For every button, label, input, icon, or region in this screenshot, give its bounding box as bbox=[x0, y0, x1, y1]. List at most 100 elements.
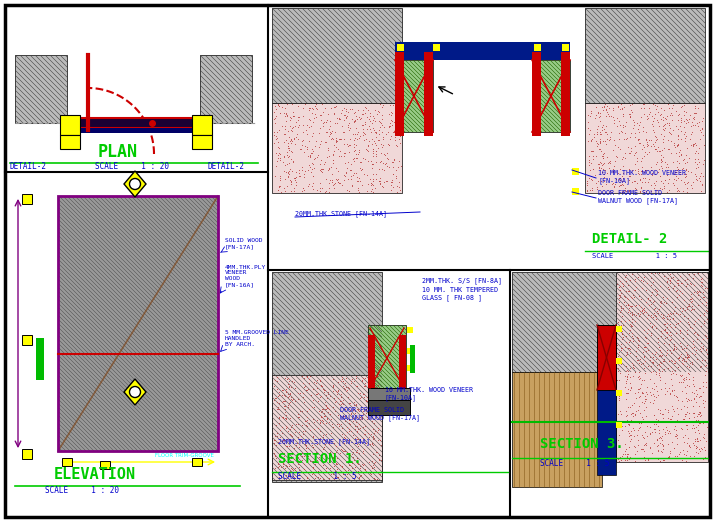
Point bbox=[629, 410, 641, 418]
Point bbox=[621, 300, 632, 309]
Point bbox=[642, 114, 654, 123]
Point bbox=[693, 291, 704, 299]
Point bbox=[661, 170, 672, 179]
Point bbox=[684, 111, 696, 120]
Point bbox=[626, 409, 638, 417]
Point bbox=[337, 412, 349, 420]
Point bbox=[690, 147, 701, 156]
Point bbox=[338, 384, 350, 392]
Point bbox=[282, 401, 294, 409]
Point bbox=[285, 390, 296, 398]
Point bbox=[682, 395, 694, 403]
Text: [FN-10A]: [FN-10A] bbox=[385, 394, 417, 401]
Point bbox=[682, 353, 694, 361]
Point bbox=[358, 125, 369, 133]
Point bbox=[663, 384, 674, 392]
Point bbox=[306, 145, 317, 153]
Point bbox=[307, 470, 318, 478]
Point bbox=[319, 385, 330, 394]
Point bbox=[296, 407, 307, 415]
Point bbox=[608, 136, 620, 145]
Point bbox=[681, 397, 693, 405]
Point bbox=[337, 470, 349, 479]
Point bbox=[345, 377, 356, 385]
Point bbox=[668, 314, 679, 323]
Point bbox=[700, 377, 711, 386]
Point bbox=[617, 112, 628, 120]
Point bbox=[280, 136, 292, 145]
Point bbox=[304, 152, 315, 160]
Point bbox=[642, 138, 654, 146]
Point bbox=[314, 159, 325, 168]
Point bbox=[339, 149, 350, 158]
Point bbox=[679, 159, 691, 168]
Point bbox=[650, 315, 661, 324]
Point bbox=[593, 164, 604, 172]
Point bbox=[583, 161, 594, 170]
Point bbox=[632, 336, 644, 345]
Point bbox=[307, 128, 319, 137]
Point bbox=[342, 468, 354, 477]
Point bbox=[340, 387, 352, 396]
Point bbox=[674, 352, 686, 361]
Point bbox=[340, 374, 351, 382]
Point bbox=[696, 411, 707, 419]
Point bbox=[689, 424, 700, 433]
Point bbox=[621, 452, 633, 460]
Point bbox=[620, 372, 631, 380]
Point bbox=[673, 135, 684, 143]
Point bbox=[684, 443, 696, 451]
Point bbox=[268, 131, 280, 139]
Point bbox=[656, 299, 667, 307]
Point bbox=[644, 375, 656, 383]
Point bbox=[680, 165, 691, 173]
Point bbox=[621, 134, 633, 142]
Point bbox=[368, 188, 379, 196]
Point bbox=[339, 439, 350, 447]
Point bbox=[684, 396, 695, 405]
Point bbox=[684, 153, 695, 162]
Point bbox=[350, 418, 362, 426]
Point bbox=[675, 372, 686, 380]
Point bbox=[273, 462, 285, 470]
Point bbox=[586, 159, 597, 167]
Point bbox=[619, 456, 631, 464]
Point bbox=[358, 407, 369, 416]
Point bbox=[368, 124, 379, 133]
Point bbox=[586, 135, 598, 143]
Point bbox=[305, 153, 316, 161]
Point bbox=[280, 397, 291, 405]
Point bbox=[616, 104, 627, 113]
Point bbox=[354, 420, 365, 429]
Point bbox=[621, 445, 632, 453]
Point bbox=[657, 115, 669, 124]
Point bbox=[289, 464, 300, 472]
Point bbox=[626, 358, 637, 366]
Point bbox=[639, 397, 651, 405]
Bar bbox=[585, 103, 705, 193]
Point bbox=[342, 158, 354, 166]
Point bbox=[691, 398, 702, 406]
Point bbox=[618, 298, 630, 306]
Point bbox=[623, 329, 634, 337]
Point bbox=[355, 157, 366, 165]
Point bbox=[363, 157, 374, 165]
Point bbox=[654, 351, 665, 360]
Point bbox=[312, 383, 323, 392]
Point bbox=[287, 100, 298, 109]
Point bbox=[624, 113, 636, 121]
Point bbox=[351, 454, 363, 462]
Point bbox=[385, 101, 396, 110]
Point bbox=[314, 184, 325, 192]
Point bbox=[277, 414, 289, 422]
Point bbox=[352, 382, 363, 390]
Point bbox=[635, 302, 646, 311]
Point bbox=[368, 463, 380, 471]
Point bbox=[319, 405, 330, 413]
Point bbox=[671, 166, 682, 174]
Point bbox=[623, 148, 635, 157]
Point bbox=[603, 110, 614, 118]
Point bbox=[626, 294, 638, 302]
Point bbox=[674, 304, 686, 312]
Point bbox=[352, 405, 364, 413]
